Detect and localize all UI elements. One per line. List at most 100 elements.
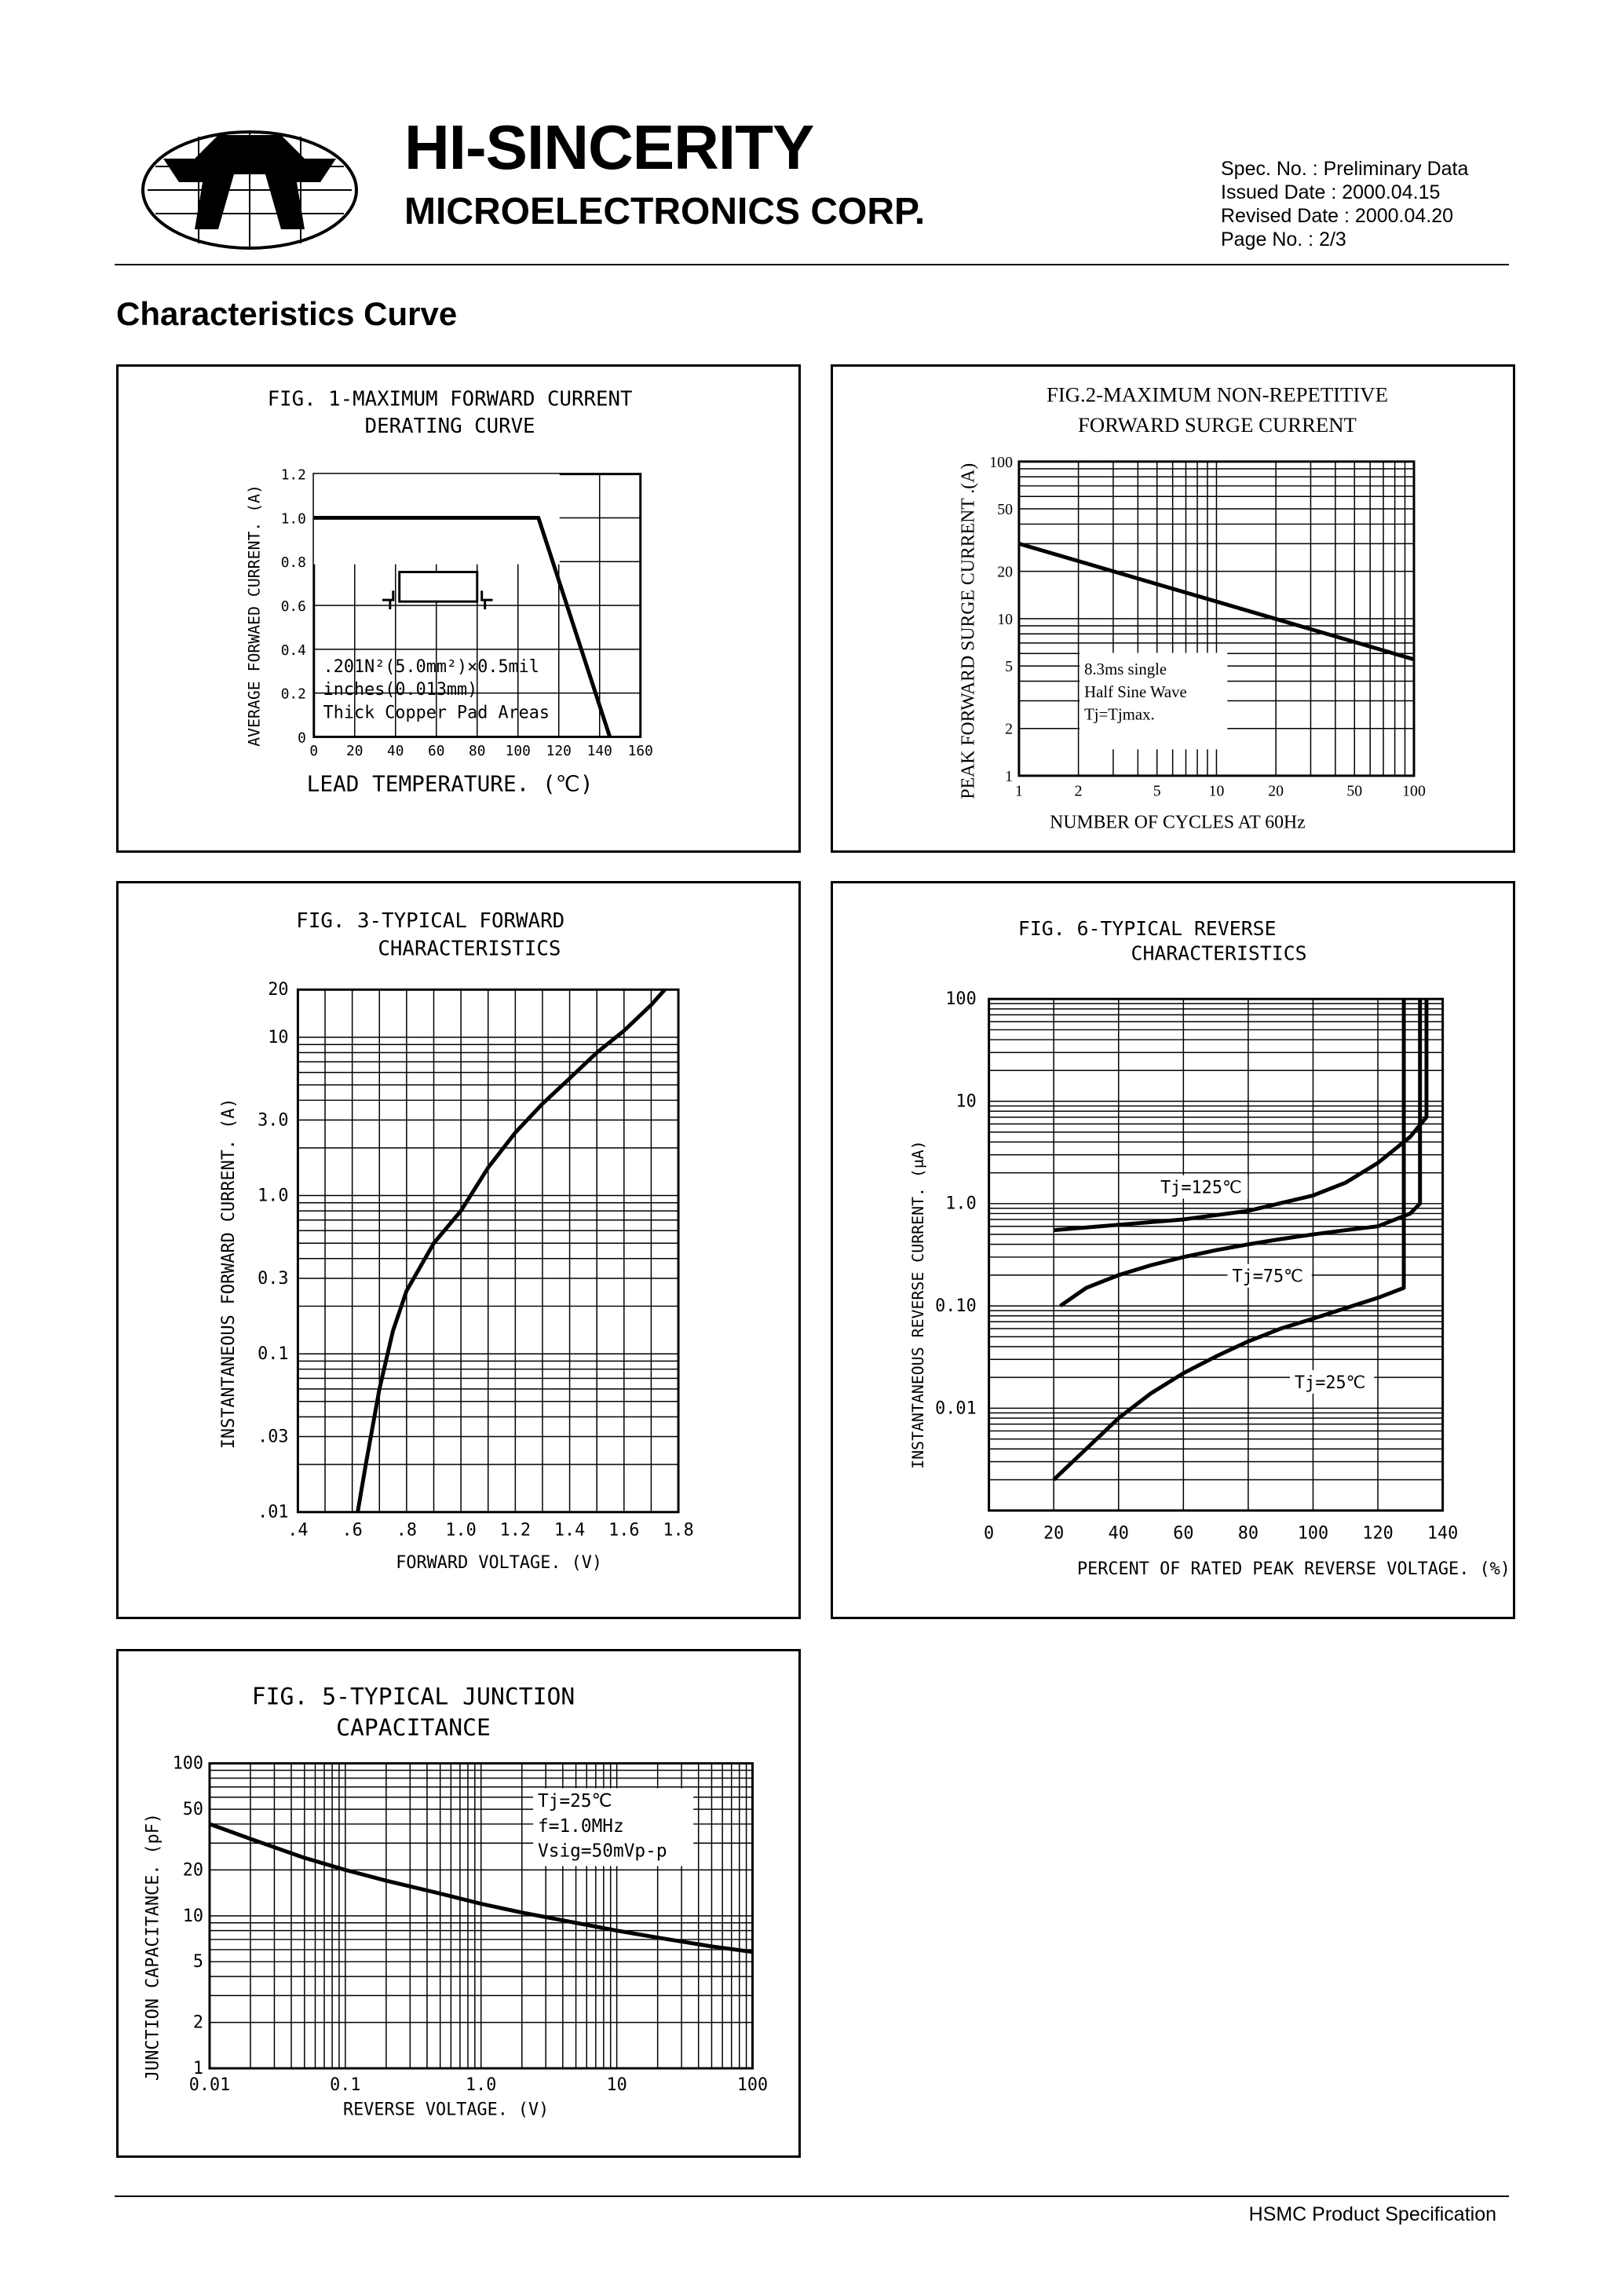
f1-ytick-label: 0 — [298, 729, 306, 746]
f3-series-line-1 — [356, 988, 667, 1513]
f6-ytick-label: 0.10 — [935, 1296, 977, 1316]
f3-xtick-label: 1.8 — [663, 1520, 693, 1540]
fig6-ylabel: INSTANTANEOUS REVERSE CURRENT. (μA) — [909, 1140, 927, 1468]
fig1-panel: FIG. 1-MAXIMUM FORWARD CURRENT DERATING … — [116, 364, 801, 853]
fig2-note-line1: 8.3ms single — [1084, 660, 1167, 678]
f1-series-line-1 — [313, 515, 612, 738]
f3-ytick-label: 3.0 — [258, 1110, 288, 1130]
fig2-note-line2: Half Sine Wave — [1084, 683, 1187, 701]
f1-ytick-label: 0.6 — [281, 598, 306, 615]
f2-plot-frame — [1017, 460, 1416, 777]
f1-xtick-label: 120 — [546, 743, 572, 759]
company-name: HI-SINCERITY — [404, 112, 814, 182]
f1-xtick-label: 100 — [506, 743, 531, 759]
f3-ytick-label: 20 — [268, 980, 288, 1000]
fig6-panel: FIG. 6-TYPICAL REVERSE CHARACTERISTICS P… — [831, 881, 1515, 1619]
fig1-ylabel: AVERAGE FORWAED CURRENT. (A) — [245, 484, 263, 747]
f6-xtick-label: 60 — [1173, 1523, 1193, 1543]
f5-ytick-label: 20 — [183, 1860, 203, 1880]
f2-xtick-label: 1 — [1015, 783, 1023, 800]
f3-plot-frame — [296, 988, 680, 1514]
f3-ytick-label: .03 — [258, 1427, 288, 1446]
issued-date: Issued Date : 2000.04.15 — [1221, 181, 1441, 203]
f1-xtick-label: 40 — [387, 743, 404, 759]
fig1-note-line3: Thick Copper Pad Areas — [323, 704, 550, 723]
fig1-title-line1: FIG. 1-MAXIMUM FORWARD CURRENT — [268, 388, 633, 411]
f2-ytick-label: 2 — [1005, 721, 1013, 738]
f5-ytick-label: 10 — [183, 1907, 203, 1926]
f2-ytick-label: 100 — [989, 454, 1013, 471]
fig5-panel: FIG. 5-TYPICAL JUNCTION CAPACITANCE REVE… — [116, 1649, 801, 2158]
f3-xtick-label: 1.0 — [445, 1520, 476, 1540]
f1-xtick-label: 60 — [428, 743, 444, 759]
f3-ytick-label: 10 — [268, 1028, 288, 1047]
spec-no: Spec. No. : Preliminary Data — [1221, 158, 1469, 180]
footer-text: HSMC Product Specification — [1248, 2203, 1496, 2225]
f6-xtick-label: 100 — [1298, 1523, 1328, 1543]
fig6-label-125: Tj=125℃ — [1160, 1179, 1241, 1198]
company-name-block: HI-SINCERITY MICROELECTRONICS CORP. — [404, 116, 925, 231]
fig1-chart: FIG. 1-MAXIMUM FORWARD CURRENT DERATING … — [245, 388, 652, 797]
f6-xtick-label: 0 — [984, 1523, 994, 1543]
spec-info: Spec. No. : Preliminary Data Issued Date… — [1221, 157, 1468, 251]
f6-ytick-label: 10 — [955, 1091, 976, 1111]
f5-ytick-label: 1 — [193, 2059, 203, 2078]
company-subtitle: MICROELECTRONICS CORP. — [404, 191, 926, 232]
f5-ytick-label: 5 — [193, 1952, 203, 1972]
f6-plot-frame — [988, 997, 1445, 1512]
f6-xtick-label: 120 — [1362, 1523, 1393, 1543]
fig3-xlabel: FORWARD VOLTAGE. (V) — [396, 1553, 602, 1573]
f5-xtick-label: 0.01 — [189, 2075, 230, 2095]
fig6-label-25: Tj=25℃ — [1295, 1373, 1365, 1393]
f6-xtick-label: 80 — [1238, 1523, 1259, 1543]
f3-xtick-label: 1.2 — [500, 1520, 531, 1540]
fig5-note-line2: f=1.0MHz — [538, 1816, 624, 1837]
fig5-chart: FIG. 5-TYPICAL JUNCTION CAPACITANCE REVE… — [144, 1683, 769, 2119]
company-logo — [141, 130, 358, 250]
f5-plot-frame — [208, 1762, 754, 2070]
f2-ytick-label: 5 — [1005, 658, 1013, 675]
f5-series-line-1 — [209, 1822, 753, 1954]
fig6-xlabel: PERCENT OF RATED PEAK REVERSE VOLTAGE. (… — [1077, 1559, 1511, 1579]
page-no: Page No. : 2/3 — [1221, 229, 1346, 250]
f3-ytick-label: 1.0 — [258, 1186, 288, 1205]
f6-ytick-label: 100 — [945, 989, 976, 1009]
fig5-title-line1: FIG. 5-TYPICAL JUNCTION — [252, 1683, 575, 1710]
f6-ytick-label: 0.01 — [935, 1398, 977, 1418]
f1-xtick-label: 20 — [346, 743, 363, 759]
f5-ytick-label: 100 — [173, 1754, 203, 1774]
f5-xtick-label: 10 — [606, 2075, 627, 2095]
fig5-xlabel: REVERSE VOLTAGE. (V) — [343, 2100, 549, 2119]
f2-xtick-label: 5 — [1153, 783, 1161, 800]
f2-ytick-label: 20 — [997, 564, 1013, 581]
f5-ytick-label: 2 — [193, 2013, 203, 2033]
fig5-title-line2: CAPACITANCE — [336, 1714, 491, 1742]
f3-xtick-label: .6 — [342, 1520, 363, 1540]
f2-xtick-label: 10 — [1209, 783, 1225, 800]
fig5-ylabel: JUNCTION CAPACITANCE. (pF) — [144, 1813, 163, 2081]
f1-ytick-label: 0.8 — [281, 554, 306, 571]
fig3-panel: FIG. 3-TYPICAL FORWARD CHARACTERISTICS F… — [116, 881, 801, 1619]
f6-series-line-2 — [1059, 999, 1423, 1308]
footer-rule — [115, 2195, 1509, 2197]
f2-series-line-1 — [1018, 542, 1415, 662]
fig3-ylabel: INSTANTANEOUS FORWARD CURRENT. (A) — [219, 1098, 239, 1449]
fig1-title-line2: DERATING CURVE — [365, 415, 535, 438]
fig1-note-line1: .201N²(5.0mm²)×0.5mil — [323, 657, 539, 677]
f1-ytick-label: 0.2 — [281, 686, 306, 703]
f3-xtick-label: .8 — [396, 1520, 417, 1540]
f2-xtick-label: 100 — [1402, 783, 1426, 800]
fig3-title-line1: FIG. 3-TYPICAL FORWARD — [296, 909, 564, 933]
f3-ytick-label: 0.1 — [258, 1344, 288, 1364]
fig1-note-line2: inches(0.013mm) — [323, 680, 478, 700]
f6-series-line-3 — [1052, 999, 1406, 1482]
fig5-note-line3: Vsig=50mVp-p — [538, 1841, 667, 1862]
f1-ytick-label: 1.0 — [281, 510, 306, 527]
f2-ytick-label: 50 — [997, 501, 1013, 518]
fig2-ylabel: PEAK FORWARD SURGE CURRENT .(A) — [958, 463, 978, 799]
section-title: Characteristics Curve — [116, 295, 458, 332]
fig3-chart: FIG. 3-TYPICAL FORWARD CHARACTERISTICS F… — [219, 909, 694, 1573]
f5-xtick-label: 0.1 — [330, 2075, 360, 2095]
header-rule — [115, 264, 1509, 265]
f1-ytick-label: 0.4 — [281, 642, 306, 659]
